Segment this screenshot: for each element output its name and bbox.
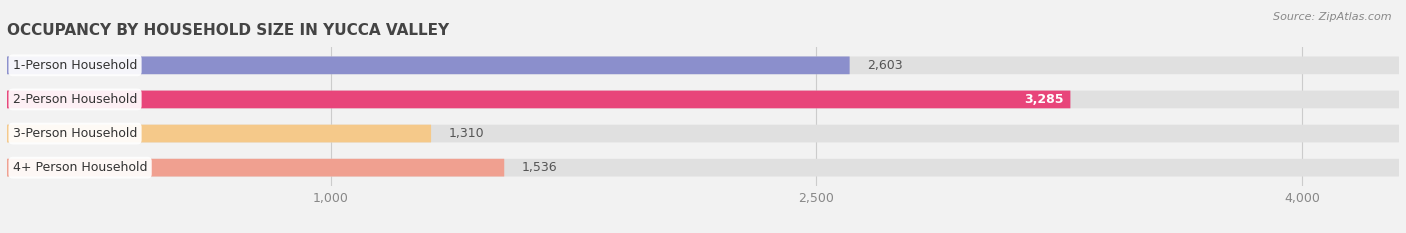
FancyBboxPatch shape: [7, 125, 1399, 142]
FancyBboxPatch shape: [7, 159, 505, 177]
Text: 4+ Person Household: 4+ Person Household: [13, 161, 148, 174]
Text: 1,310: 1,310: [449, 127, 485, 140]
FancyBboxPatch shape: [7, 125, 432, 142]
Text: 2-Person Household: 2-Person Household: [13, 93, 138, 106]
Text: 1-Person Household: 1-Person Household: [13, 59, 138, 72]
FancyBboxPatch shape: [7, 91, 1070, 108]
Text: 3,285: 3,285: [1025, 93, 1064, 106]
Text: 3-Person Household: 3-Person Household: [13, 127, 138, 140]
FancyBboxPatch shape: [7, 91, 1399, 108]
Text: 2,603: 2,603: [868, 59, 903, 72]
FancyBboxPatch shape: [7, 159, 1399, 177]
Text: OCCUPANCY BY HOUSEHOLD SIZE IN YUCCA VALLEY: OCCUPANCY BY HOUSEHOLD SIZE IN YUCCA VAL…: [7, 24, 449, 38]
FancyBboxPatch shape: [7, 56, 1399, 74]
FancyBboxPatch shape: [7, 56, 849, 74]
Text: Source: ZipAtlas.com: Source: ZipAtlas.com: [1274, 12, 1392, 22]
Text: 1,536: 1,536: [522, 161, 558, 174]
